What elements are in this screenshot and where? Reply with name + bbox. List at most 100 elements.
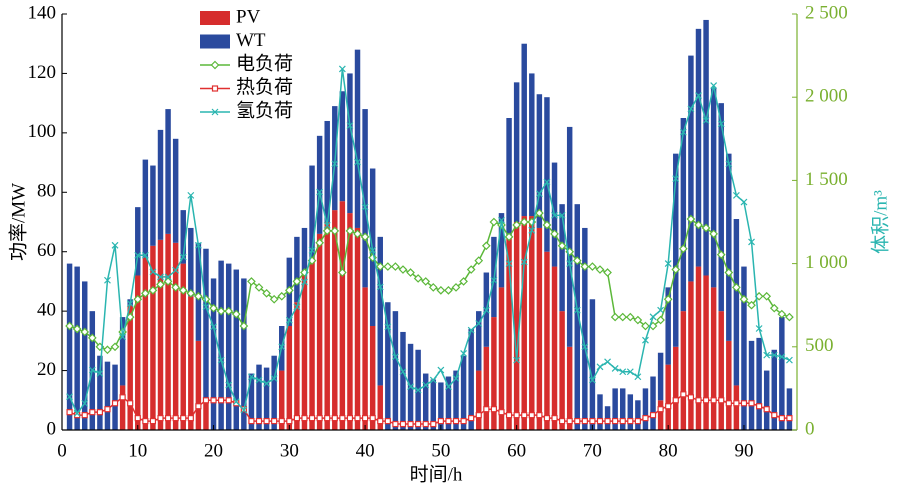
marker xyxy=(248,373,255,381)
bar xyxy=(142,159,149,258)
bar xyxy=(468,328,474,430)
marker xyxy=(756,403,763,410)
marker xyxy=(81,412,88,419)
marker xyxy=(157,273,164,281)
marker xyxy=(96,369,104,377)
marker xyxy=(649,412,657,419)
marker xyxy=(604,417,611,425)
y-tick-label: 120 xyxy=(28,62,57,83)
bar xyxy=(733,385,740,430)
bar xyxy=(551,266,558,430)
marker xyxy=(88,366,96,374)
bar xyxy=(642,388,649,430)
marker xyxy=(104,406,111,413)
marker xyxy=(399,420,407,428)
marker xyxy=(709,229,718,239)
marker xyxy=(467,326,475,334)
marker xyxy=(164,415,172,422)
y2-tick-label: 1 000 xyxy=(805,252,848,273)
bar xyxy=(180,263,186,430)
bar xyxy=(354,49,361,228)
bar xyxy=(536,227,543,430)
marker xyxy=(316,188,324,196)
legend-label: 热负荷 xyxy=(236,76,293,98)
marker xyxy=(619,368,627,376)
bar xyxy=(112,364,118,430)
marker xyxy=(87,333,97,343)
marker xyxy=(701,223,711,233)
x-axis-label: 时间/h xyxy=(410,463,463,485)
marker xyxy=(672,175,680,183)
bar xyxy=(559,204,565,312)
bar xyxy=(82,281,88,430)
x-tick-label: 10 xyxy=(128,440,147,461)
marker xyxy=(323,221,331,229)
bar xyxy=(726,340,732,430)
bar xyxy=(150,165,156,246)
y2-tick-label: 2 500 xyxy=(805,2,848,23)
bar xyxy=(748,340,755,430)
marker xyxy=(361,203,369,211)
marker xyxy=(710,397,717,404)
marker xyxy=(391,262,400,271)
marker xyxy=(316,415,323,422)
marker xyxy=(72,324,82,334)
bar xyxy=(309,257,315,430)
marker xyxy=(481,241,491,251)
marker xyxy=(263,379,271,387)
marker xyxy=(96,409,103,416)
marker xyxy=(550,229,559,239)
bar xyxy=(703,19,709,276)
x-tick-label: 60 xyxy=(507,440,526,461)
marker xyxy=(187,191,195,199)
marker xyxy=(687,105,695,113)
y2-tick-label: 0 xyxy=(805,418,815,439)
marker xyxy=(642,336,649,344)
marker xyxy=(225,381,233,389)
marker xyxy=(141,251,149,259)
marker xyxy=(211,108,219,116)
marker xyxy=(633,315,643,325)
marker xyxy=(460,350,468,357)
bar xyxy=(279,370,285,430)
bar xyxy=(498,287,505,430)
bar xyxy=(188,296,194,430)
marker xyxy=(284,285,294,295)
bar xyxy=(763,370,770,430)
marker xyxy=(383,262,393,271)
marker xyxy=(195,403,202,410)
bar xyxy=(544,251,550,430)
marker xyxy=(695,92,702,99)
bar xyxy=(225,263,232,430)
bar xyxy=(710,88,717,288)
marker xyxy=(81,399,89,407)
bar xyxy=(756,337,762,430)
legend-entry: 电负荷 xyxy=(200,52,293,74)
marker xyxy=(513,412,520,419)
marker xyxy=(65,321,74,331)
marker xyxy=(104,276,111,284)
marker xyxy=(777,309,787,319)
bar xyxy=(657,352,664,401)
marker xyxy=(444,285,453,295)
marker xyxy=(210,397,217,404)
marker xyxy=(581,417,588,425)
marker xyxy=(519,217,529,227)
marker xyxy=(422,420,429,428)
marker xyxy=(740,400,748,407)
x-tick-label: 0 xyxy=(57,440,67,461)
bar xyxy=(460,355,467,430)
bar xyxy=(316,135,323,234)
marker xyxy=(308,415,316,422)
marker xyxy=(612,417,619,425)
marker xyxy=(490,406,498,413)
marker xyxy=(732,191,740,199)
bar xyxy=(172,242,179,430)
bar xyxy=(369,326,376,430)
bar xyxy=(695,28,702,267)
bar xyxy=(316,233,323,430)
marker xyxy=(375,262,385,271)
bar xyxy=(574,204,580,430)
marker xyxy=(141,288,150,298)
bar xyxy=(688,281,694,430)
